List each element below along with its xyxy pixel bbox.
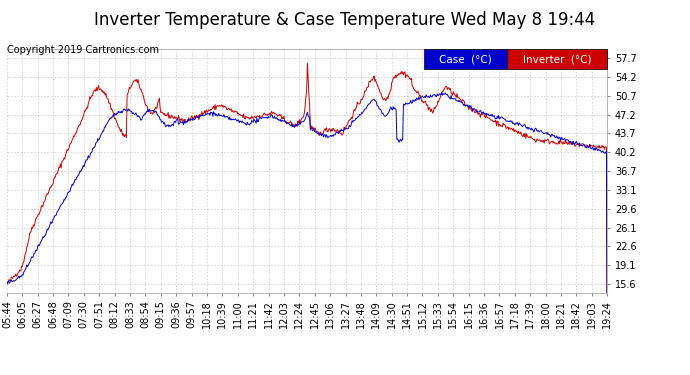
- Text: Inverter  (°C): Inverter (°C): [523, 54, 591, 64]
- Text: Inverter Temperature & Case Temperature Wed May 8 19:44: Inverter Temperature & Case Temperature …: [95, 11, 595, 29]
- Text: Case  (°C): Case (°C): [440, 54, 492, 64]
- Text: Copyright 2019 Cartronics.com: Copyright 2019 Cartronics.com: [7, 45, 159, 55]
